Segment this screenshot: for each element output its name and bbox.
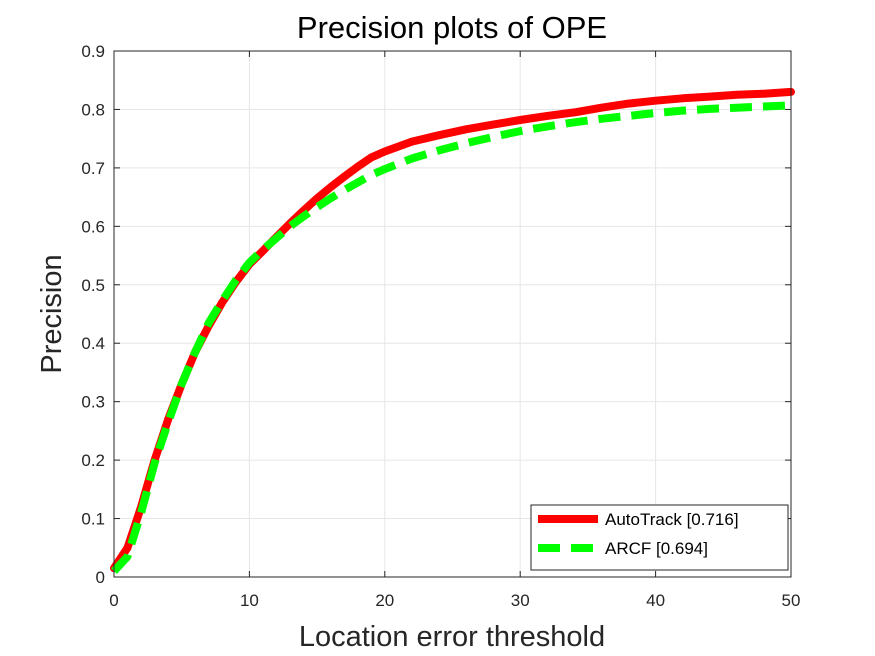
series-line-autotrack (110, 87, 795, 573)
y-tick-label: 0.2 (81, 451, 105, 470)
series-layer (110, 87, 795, 574)
x-tick-label: 10 (240, 591, 259, 610)
y-tick-label: 0.9 (81, 42, 105, 61)
chart-title: Precision plots of OPE (297, 10, 607, 45)
y-tick-label: 0.6 (81, 217, 105, 236)
x-tick-label: 50 (782, 591, 801, 610)
plot-area (114, 51, 791, 577)
y-tick-label: 0.7 (81, 159, 105, 178)
series-line-arcf (111, 101, 792, 574)
y-tick-label: 0.4 (81, 334, 105, 353)
y-tick-label: 0.5 (81, 276, 105, 295)
legend: AutoTrack [0.716] ARCF [0.694] (530, 504, 789, 571)
x-tick-label: 0 (109, 591, 118, 610)
legend-label-arcf: ARCF [0.694] (605, 539, 708, 558)
y-tick-label: 0 (96, 568, 105, 587)
y-axis-label: Precision (36, 254, 68, 373)
y-tick-label: 0.1 (81, 510, 105, 529)
legend-label-autotrack: AutoTrack [0.716] (605, 510, 739, 529)
x-tick-label: 30 (511, 591, 530, 610)
y-tick-label: 0.3 (81, 393, 105, 412)
tick-labels: 0 10 20 30 40 50 0 0.1 0.2 0.3 0.4 0.5 0.6 0.7 0.8 0.9 (81, 42, 800, 610)
axes-box (113, 50, 792, 578)
x-tick-label: 40 (646, 591, 665, 610)
x-tick-label: 20 (375, 591, 394, 610)
x-axis-label: Location error threshold (299, 621, 605, 653)
y-tick-label: 0.8 (81, 100, 105, 119)
